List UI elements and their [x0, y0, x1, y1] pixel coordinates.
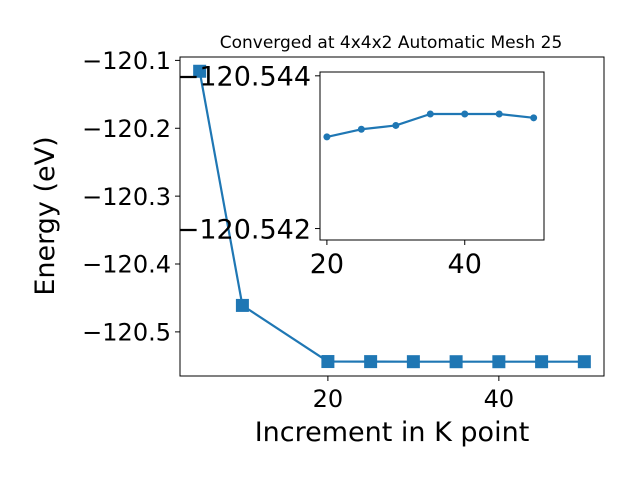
main-data-point [193, 64, 207, 78]
inset-data-point [495, 110, 503, 118]
main-chart-title: Converged at 4x4x2 Automatic Mesh 25 [220, 33, 563, 53]
main-x-tick-label: 20 [313, 385, 344, 413]
inset-data-point [392, 121, 400, 129]
inset-x-ticks: 20 40 [310, 240, 482, 280]
main-y-tick-label: −120.2 [82, 115, 171, 143]
main-series [193, 64, 591, 369]
inset-x-tick-label: 20 [310, 249, 344, 280]
main-y-axis-label: Energy (eV) [30, 136, 61, 295]
main-y-ticks: −120.1 −120.2 −120.3 −120.4 −120.5 [82, 47, 180, 347]
main-data-point [235, 298, 249, 312]
inset-chart: 20 40 −120.544−120.542 [177, 62, 545, 280]
main-data-point [406, 355, 420, 369]
main-x-ticks: 20 40 [313, 376, 515, 413]
main-y-tick-label: −120.5 [82, 319, 171, 347]
main-data-point [535, 355, 549, 369]
main-data-point [321, 355, 335, 369]
inset-data-point [323, 133, 331, 141]
main-x-axis-label: Increment in K point [255, 417, 530, 448]
main-data-point [364, 355, 378, 369]
inset-data-point [530, 114, 538, 122]
main-y-tick-label: −120.3 [82, 183, 171, 211]
inset-plot-area [319, 71, 545, 241]
main-y-tick-label: −120.1 [82, 47, 171, 75]
inset-y-tick-label: −120.542 [177, 214, 311, 245]
main-x-tick-label: 40 [484, 385, 515, 413]
inset-data-point [357, 125, 365, 133]
inset-x-tick-label: 40 [448, 249, 482, 280]
main-data-point [449, 355, 463, 369]
inset-data-point [426, 110, 434, 118]
inset-y-tick-label: −120.544 [177, 62, 311, 93]
inset-data-point [461, 110, 469, 118]
inset-y-ticks: −120.544 −120.542 [177, 62, 320, 245]
inset-series [323, 110, 538, 141]
main-data-point [577, 355, 591, 369]
main-data-point [492, 355, 506, 369]
main-y-tick-label: −120.4 [82, 251, 171, 279]
